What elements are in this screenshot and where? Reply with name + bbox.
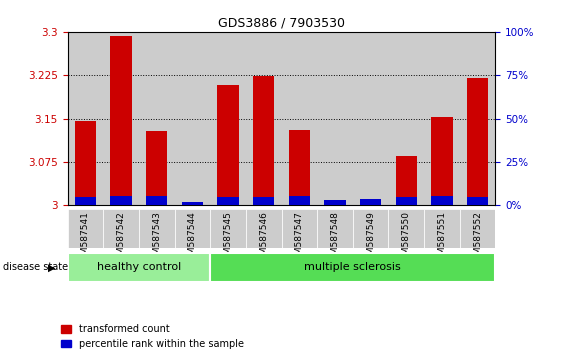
Title: GDS3886 / 7903530: GDS3886 / 7903530 <box>218 16 345 29</box>
Bar <box>289 196 310 205</box>
FancyBboxPatch shape <box>175 209 210 248</box>
Bar <box>388 32 424 205</box>
Bar <box>246 32 282 205</box>
Bar <box>175 32 210 205</box>
Text: GSM587542: GSM587542 <box>117 211 126 266</box>
Text: GSM587551: GSM587551 <box>437 211 446 266</box>
Bar <box>282 32 317 205</box>
Text: GSM587546: GSM587546 <box>259 211 268 266</box>
Bar <box>396 196 417 205</box>
Bar <box>467 196 488 205</box>
Bar <box>324 204 346 205</box>
Bar <box>146 196 167 205</box>
Bar <box>68 32 103 205</box>
FancyBboxPatch shape <box>317 209 353 248</box>
Text: GSM587547: GSM587547 <box>295 211 304 266</box>
Bar <box>75 196 96 205</box>
FancyBboxPatch shape <box>210 253 495 282</box>
Text: GSM587541: GSM587541 <box>81 211 90 266</box>
Text: ▶: ▶ <box>48 262 55 272</box>
Bar <box>110 196 132 205</box>
Bar <box>460 32 495 205</box>
Bar <box>360 204 381 205</box>
Bar <box>75 121 96 205</box>
FancyBboxPatch shape <box>246 209 282 248</box>
Bar <box>103 32 139 205</box>
Bar <box>324 200 346 205</box>
FancyBboxPatch shape <box>424 209 460 248</box>
Bar <box>253 76 274 205</box>
FancyBboxPatch shape <box>68 253 210 282</box>
Bar <box>396 156 417 205</box>
Text: multiple sclerosis: multiple sclerosis <box>305 262 401 272</box>
FancyBboxPatch shape <box>139 209 175 248</box>
Text: GSM587545: GSM587545 <box>224 211 233 266</box>
Text: disease state: disease state <box>3 262 68 272</box>
Bar <box>317 32 353 205</box>
Bar <box>253 196 274 205</box>
Bar <box>217 85 239 205</box>
FancyBboxPatch shape <box>282 209 317 248</box>
Bar <box>424 32 460 205</box>
Bar <box>182 202 203 205</box>
FancyBboxPatch shape <box>388 209 424 248</box>
Bar <box>467 78 488 205</box>
FancyBboxPatch shape <box>460 209 495 248</box>
Bar <box>139 32 175 205</box>
FancyBboxPatch shape <box>68 209 103 248</box>
Bar <box>217 196 239 205</box>
Text: GSM587548: GSM587548 <box>330 211 339 266</box>
Text: GSM587544: GSM587544 <box>188 211 197 266</box>
Text: GSM587549: GSM587549 <box>366 211 375 266</box>
Bar <box>431 196 453 205</box>
Bar <box>289 130 310 205</box>
Bar <box>353 32 388 205</box>
Bar <box>110 36 132 205</box>
Text: GSM587543: GSM587543 <box>152 211 161 266</box>
Bar <box>146 131 167 205</box>
FancyBboxPatch shape <box>103 209 139 248</box>
Text: healthy control: healthy control <box>97 262 181 272</box>
Text: GSM587552: GSM587552 <box>473 211 482 266</box>
Bar <box>360 199 381 205</box>
FancyBboxPatch shape <box>353 209 388 248</box>
Legend: transformed count, percentile rank within the sample: transformed count, percentile rank withi… <box>61 324 244 349</box>
Bar <box>431 118 453 205</box>
Bar <box>210 32 246 205</box>
Text: GSM587550: GSM587550 <box>402 211 411 266</box>
FancyBboxPatch shape <box>210 209 246 248</box>
